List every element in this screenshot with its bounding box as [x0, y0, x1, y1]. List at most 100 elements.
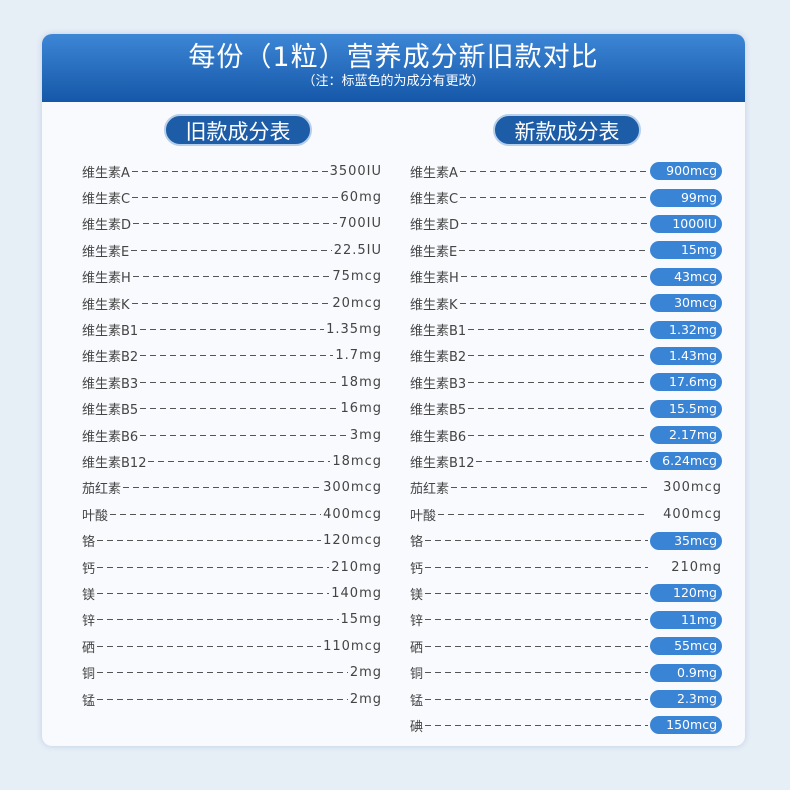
ingredient-row: 维生素A 3500IU	[82, 158, 382, 184]
old-table-heading: 旧款成分表	[164, 114, 312, 146]
dotted-leader	[468, 329, 648, 331]
ingredient-row: 维生素D 1000IU	[410, 211, 722, 237]
changed-value-badge: 2.17mg	[650, 426, 722, 445]
ingredient-row: 维生素K 20mcg	[82, 290, 382, 316]
ingredient-row: 维生素B2 1.7mg	[82, 343, 382, 369]
ingredient-name: 维生素B3	[82, 376, 139, 392]
ingredient-value: 2mg	[349, 665, 382, 681]
ingredient-name: 维生素B12	[410, 455, 475, 471]
ingredient-name: 维生素B6	[410, 429, 467, 445]
ingredient-value: 18mg	[340, 374, 382, 390]
changed-value-badge: 150mcg	[650, 716, 722, 735]
dotted-leader	[97, 592, 330, 594]
header-banner: 每份（1粒）营养成分新旧款对比 （注：标蓝色的为成分有更改）	[42, 34, 745, 102]
ingredient-name: 锌	[82, 614, 96, 630]
dotted-leader	[425, 566, 648, 568]
changed-value-badge: 43mcg	[650, 267, 722, 286]
ingredient-name: 维生素C	[82, 192, 131, 208]
dotted-leader	[468, 355, 648, 357]
ingredient-row: 维生素B3 17.6mg	[410, 369, 722, 395]
ingredient-row: 维生素B6 2.17mg	[410, 422, 722, 448]
ingredient-row: 锰 2.3mg	[410, 686, 722, 712]
changed-value-badge: 55mcg	[650, 637, 722, 656]
ingredient-row: 镁 120mg	[410, 580, 722, 606]
ingredient-value: 110mcg	[323, 638, 382, 654]
ingredient-row: 维生素B5 16mg	[82, 396, 382, 422]
dotted-leader	[97, 645, 322, 647]
changed-value-badge: 120mg	[650, 584, 722, 603]
ingredient-name: 硒	[410, 640, 424, 656]
ingredient-value: 400mcg	[323, 506, 382, 522]
dotted-leader	[140, 434, 348, 436]
ingredient-value: 60mg	[340, 190, 382, 206]
dotted-leader	[459, 302, 648, 304]
ingredient-name: 锰	[410, 693, 424, 709]
ingredient-row: 维生素C 99mg	[410, 184, 722, 210]
dotted-leader	[425, 645, 648, 647]
ingredient-name: 碘	[410, 719, 424, 735]
dotted-leader	[425, 540, 648, 542]
dotted-leader	[140, 329, 325, 331]
ingredient-name: 维生素B5	[410, 403, 467, 419]
ingredient-row: 维生素B12 6.24mcg	[410, 448, 722, 474]
dotted-leader	[97, 619, 339, 621]
ingredient-row: 铬 35mcg	[410, 527, 722, 553]
dotted-leader	[133, 223, 337, 225]
dotted-leader	[140, 355, 334, 357]
ingredient-name: 维生素A	[410, 165, 458, 181]
ingredient-name: 钙	[82, 561, 96, 577]
changed-value-badge: 30mcg	[650, 294, 722, 313]
dotted-leader	[425, 619, 648, 621]
ingredient-value: 3500IU	[329, 163, 382, 179]
ingredient-name: 维生素H	[82, 271, 131, 287]
ingredient-name: 维生素B1	[410, 324, 467, 340]
changed-value-badge: 1.43mg	[650, 346, 722, 365]
ingredient-row: 硒 110mcg	[82, 633, 382, 659]
changed-value-badge: 6.24mcg	[650, 452, 722, 471]
page-subtitle: （注：标蓝色的为成分有更改）	[302, 74, 485, 89]
ingredient-row: 钙 210mg	[82, 554, 382, 580]
ingredient-row: 维生素B1 1.32mg	[410, 316, 722, 342]
dotted-leader	[123, 487, 322, 489]
ingredient-name: 叶酸	[82, 508, 109, 524]
ingredient-name: 维生素B2	[410, 350, 467, 366]
ingredient-row: 维生素C 60mg	[82, 184, 382, 210]
changed-value-badge: 2.3mg	[650, 690, 722, 708]
ingredient-value: 22.5IU	[333, 242, 382, 258]
ingredient-value: 400mcg	[663, 506, 722, 522]
changed-value-badge: 99mg	[650, 188, 722, 207]
ingredient-row: 碘 150mcg	[410, 712, 722, 738]
ingredient-value: 140mg	[331, 585, 382, 601]
ingredient-row: 维生素E 15mg	[410, 237, 722, 263]
ingredient-row: 铜 0.9mg	[410, 659, 722, 685]
dotted-leader	[148, 460, 331, 462]
dotted-leader	[468, 381, 648, 383]
ingredient-name: 维生素B6	[82, 429, 139, 445]
ingredient-name: 铜	[82, 667, 96, 683]
dotted-leader	[140, 408, 339, 410]
ingredient-row: 维生素B2 1.43mg	[410, 343, 722, 369]
ingredient-row: 茄红素 300mcg	[410, 475, 722, 501]
ingredient-value: 18mcg	[332, 453, 382, 469]
ingredient-row: 维生素E 22.5IU	[82, 237, 382, 263]
ingredient-row: 铜 2mg	[82, 659, 382, 685]
ingredient-name: 维生素E	[410, 244, 458, 260]
ingredient-name: 茄红素	[410, 482, 450, 498]
dotted-leader	[97, 698, 348, 700]
dotted-leader	[459, 249, 648, 251]
ingredient-value: 1.35mg	[326, 322, 382, 338]
dotted-leader	[131, 302, 331, 304]
ingredient-row: 维生素B3 18mg	[82, 369, 382, 395]
dotted-leader	[425, 592, 648, 594]
ingredient-value: 700IU	[338, 216, 382, 232]
ingredient-row: 硒 55mcg	[410, 633, 722, 659]
ingredient-row: 锌 11mg	[410, 607, 722, 633]
ingredient-value: 210mg	[331, 559, 382, 575]
ingredient-value: 16mg	[340, 401, 382, 417]
ingredient-name: 维生素K	[82, 297, 130, 313]
comparison-card: 每份（1粒）营养成分新旧款对比 （注：标蓝色的为成分有更改） 旧款成分表 新款成…	[42, 34, 745, 746]
ingredient-name: 铬	[410, 535, 424, 551]
ingredient-row: 维生素H 43mcg	[410, 264, 722, 290]
ingredient-name: 维生素A	[82, 165, 130, 181]
ingredient-name: 维生素B12	[82, 455, 147, 471]
